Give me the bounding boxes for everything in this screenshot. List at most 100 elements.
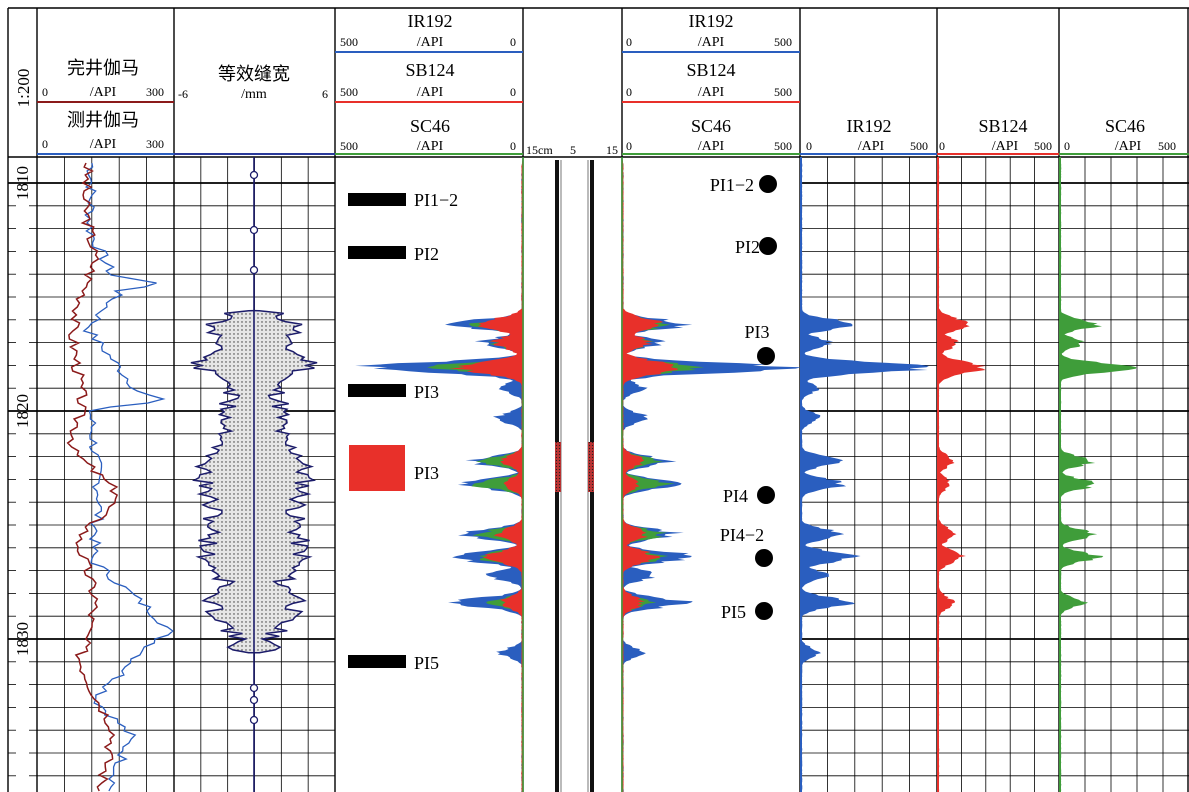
track3-h1-unit: /API [417,35,444,50]
perforation-right [588,442,594,492]
track5-h1-right: 500 [774,35,792,49]
marker-bar [348,384,406,397]
track4-mid: 5 [570,143,576,157]
marker-dot [755,549,773,567]
left-marker-pi1-2: PI1−2 [348,190,458,210]
marker-bar [348,246,406,259]
track3-h3-name: SC46 [410,116,450,136]
track3-h2-unit: /API [417,85,444,100]
track5-h2-right: 500 [774,85,792,99]
marker-label: PI1−2 [710,175,754,195]
marker-dot [755,602,773,620]
marker-label: PI4 [723,486,748,506]
track3-h1-right: 0 [510,35,516,49]
marker-label: PI2 [414,244,439,264]
right-marker-pi2: PI2 [735,237,777,257]
left-marker-pi3: PI3 [348,382,439,402]
track4-right: 15 [606,143,618,157]
scale-label: 1:200 [14,69,33,108]
track7-sb124-fill [938,157,986,792]
track8-max: 500 [1158,139,1176,153]
track7-max: 500 [1034,139,1052,153]
right-marker-pi4-2: PI4−2 [720,525,773,567]
track1-curve1-unit: /API [90,85,117,100]
right-marker-pi1-2: PI1−2 [710,175,777,195]
marker-label: PI5 [721,602,746,622]
track7-unit: /API [992,139,1019,154]
track1-curve2-unit: /API [90,137,117,152]
track6-unit: /API [858,139,885,154]
track3-h3-unit: /API [417,139,444,154]
left-marker-pi3-block: PI3 [349,445,439,491]
track1-curve1-min: 0 [42,85,48,99]
left-marker-pi2: PI2 [348,244,439,264]
track3-h2-left: 500 [340,85,358,99]
fracture-node [249,265,259,275]
track3-h2-name: SB124 [405,60,454,80]
track3-h3-right: 0 [510,139,516,153]
marker-bar [348,655,406,668]
marker-label: PI2 [735,237,760,257]
fracture-node [249,225,259,235]
marker-dot [759,237,777,255]
depth-label-1830: 1830 [13,622,32,656]
track5-h3-name: SC46 [691,116,731,136]
track2-min: -6 [178,87,188,101]
marker-label: PI1−2 [414,190,458,210]
track2-max: 6 [322,87,328,101]
track5-h1-name: IR192 [689,11,734,31]
track2-unit: /mm [241,87,267,102]
track6-max: 500 [910,139,928,153]
marker-label: PI3 [414,463,439,483]
right-marker-pi3: PI3 [744,322,775,365]
marker-dot [757,347,775,365]
marker-block [349,445,405,491]
right-marker-pi4: PI4 [723,486,775,506]
marker-dot [759,175,777,193]
marker-bar [348,193,406,206]
marker-dot [757,486,775,504]
track1-curve2-name: 测井伽马 [67,110,139,130]
track5-h2-name: SB124 [686,60,735,80]
perforation-left [555,442,561,492]
track5-h3-right: 500 [774,139,792,153]
track5-sb124-fill [622,157,678,792]
track5-h1-left: 0 [626,35,632,49]
marker-label: PI3 [744,322,769,342]
track3-h2-right: 0 [510,85,516,99]
depth-label-1810: 1810 [13,166,32,200]
marker-label: PI5 [414,653,439,673]
fracture-node [249,683,259,693]
track5-h3-unit: /API [698,139,725,154]
left-marker-pi5: PI5 [348,653,439,673]
track1-curve1-name: 完井伽马 [67,58,139,78]
track4-label: 15cm [526,143,553,157]
right-marker-pi5: PI5 [721,602,773,622]
track5-h2-left: 0 [626,85,632,99]
track3-h1-left: 500 [340,35,358,49]
track1-curve2-max: 300 [146,137,164,151]
fracture-node [249,715,259,725]
track8-sc46-fill [1060,157,1137,792]
track8-min: 0 [1064,139,1070,153]
gamma-curve-measured [82,162,174,792]
track8-unit: /API [1115,139,1142,154]
track2-name: 等效缝宽 [218,64,290,84]
track6-name: IR192 [847,116,892,136]
fracture-node [249,170,259,180]
track5-h3-left: 0 [626,139,632,153]
gamma-curve-completion [66,162,119,792]
track3-h3-left: 500 [340,139,358,153]
track1-curve2-min: 0 [42,137,48,151]
track7-name: SB124 [978,116,1027,136]
track5-sc46-fill [622,157,704,792]
depth-label-1820: 1820 [13,394,32,428]
track3-sc46-fill [427,157,523,792]
track1-curve1-max: 300 [146,85,164,99]
track6-min: 0 [806,139,812,153]
grid-layer [7,7,1189,792]
track7-min: 0 [939,139,945,153]
track3-h1-name: IR192 [408,11,453,31]
marker-label: PI4−2 [720,525,764,545]
